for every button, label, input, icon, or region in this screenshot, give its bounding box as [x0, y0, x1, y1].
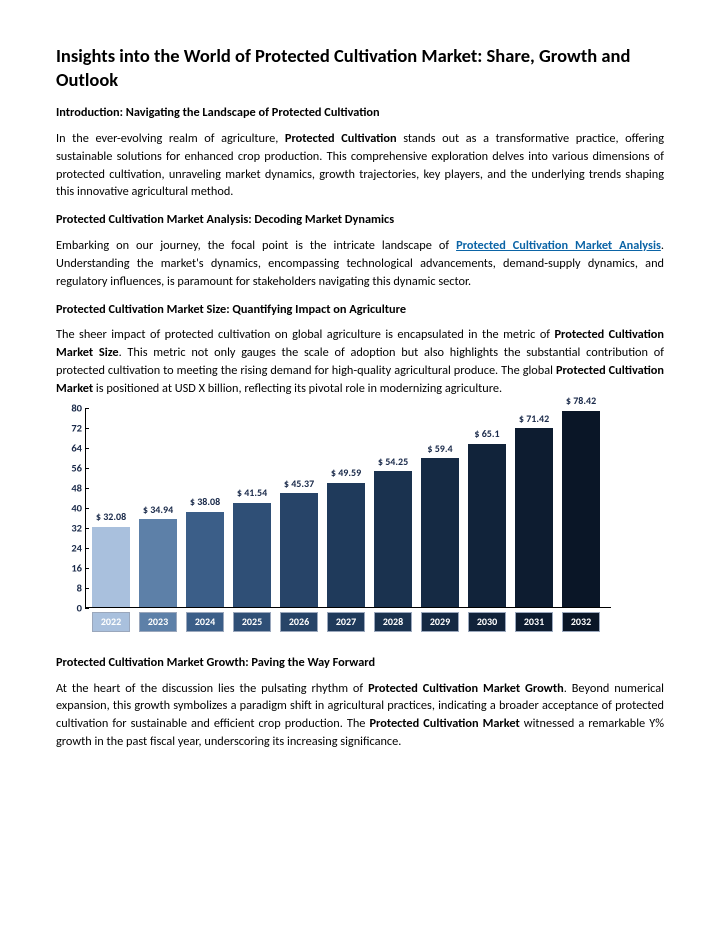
size-heading: Protected Cultivation Market Size: Quant…: [56, 301, 664, 319]
chart-bar: $ 32.08: [92, 527, 130, 607]
page-title: Insights into the World of Protected Cul…: [56, 44, 664, 92]
chart-bar: $ 45.37: [280, 493, 318, 606]
chart-bar: $ 49.59: [327, 483, 365, 607]
y-tick-label: 8: [77, 580, 82, 595]
text: The sheer impact of protected cultivatio…: [56, 327, 555, 342]
y-tick-label: 72: [71, 420, 82, 435]
bar-value-label: $ 65.1: [474, 427, 499, 442]
text: In the ever-evolving realm of agricultur…: [56, 131, 285, 146]
x-category-label: 2022: [92, 612, 130, 633]
plot-area: $ 32.08$ 34.94$ 38.08$ 41.54$ 45.37$ 49.…: [86, 408, 611, 608]
bar-value-label: $ 34.94: [143, 503, 173, 518]
y-tick-label: 48: [71, 480, 82, 495]
y-tick-label: 56: [71, 460, 82, 475]
text: is positioned at USD X billion, reflecti…: [93, 381, 502, 396]
bar-value-label: $ 38.08: [190, 495, 220, 510]
bar-value-label: $ 49.59: [331, 466, 361, 481]
text: At the heart of the discussion lies the …: [56, 681, 368, 696]
growth-heading: Protected Cultivation Market Growth: Pav…: [56, 654, 664, 672]
x-category-label: 2031: [515, 612, 553, 633]
x-category-label: 2032: [562, 612, 600, 633]
bar-value-label: $ 41.54: [237, 486, 267, 501]
bar-value-label: $ 45.37: [284, 477, 314, 492]
chart-bar: $ 38.08: [186, 512, 224, 607]
market-size-chart: 08162432404856647280 $ 32.08$ 34.94$ 38.…: [56, 408, 611, 644]
bar-value-label: $ 32.08: [96, 510, 126, 525]
text: Embarking on our journey, the focal poin…: [56, 238, 456, 253]
y-tick-label: 24: [71, 540, 82, 555]
x-category-label: 2029: [421, 612, 459, 633]
chart-bar: $ 41.54: [233, 503, 271, 607]
bar-value-label: $ 59.4: [427, 442, 452, 457]
analysis-paragraph: Embarking on our journey, the focal poin…: [56, 237, 664, 290]
y-axis: 08162432404856647280: [56, 408, 86, 608]
x-category-label: 2025: [233, 612, 271, 633]
bar-value-label: $ 71.42: [519, 412, 549, 427]
x-category-label: 2030: [468, 612, 506, 633]
chart-bar: $ 65.1: [468, 444, 506, 607]
y-tick-label: 0: [77, 600, 82, 615]
intro-heading: Introduction: Navigating the Landscape o…: [56, 104, 664, 122]
bar-value-label: $ 78.42: [566, 394, 596, 409]
bold-term: Protected Cultivation Market: [369, 716, 519, 731]
bold-term: Protected Cultivation Market Growth: [368, 681, 564, 696]
y-tick-label: 64: [71, 440, 82, 455]
analysis-heading: Protected Cultivation Market Analysis: D…: [56, 211, 664, 229]
chart-bar: $ 78.42: [562, 411, 600, 607]
y-tick-label: 16: [71, 560, 82, 575]
chart-bar: $ 54.25: [374, 471, 412, 607]
growth-paragraph: At the heart of the discussion lies the …: [56, 680, 664, 751]
x-category-label: 2024: [186, 612, 224, 633]
x-category-label: 2028: [374, 612, 412, 633]
chart-bar: $ 71.42: [515, 428, 553, 607]
analysis-link[interactable]: Protected Cultivation Market Analysis: [456, 238, 661, 253]
x-category-label: 2023: [139, 612, 177, 633]
x-axis-labels: 2022 2023 2024 2025 2026 2027 2028 2029 2030 2031…: [86, 612, 611, 632]
y-tick-label: 32: [71, 520, 82, 535]
chart-bar: $ 59.4: [421, 458, 459, 607]
y-tick-label: 40: [71, 500, 82, 515]
y-tick-label: 80: [71, 400, 82, 415]
bar-value-label: $ 54.25: [378, 455, 408, 470]
x-category-label: 2026: [280, 612, 318, 633]
chart-bar: $ 34.94: [139, 519, 177, 606]
x-category-label: 2027: [327, 612, 365, 633]
bold-term: Protected Cultivation: [285, 131, 397, 146]
intro-paragraph: In the ever-evolving realm of agricultur…: [56, 130, 664, 201]
size-paragraph: The sheer impact of protected cultivatio…: [56, 326, 664, 397]
